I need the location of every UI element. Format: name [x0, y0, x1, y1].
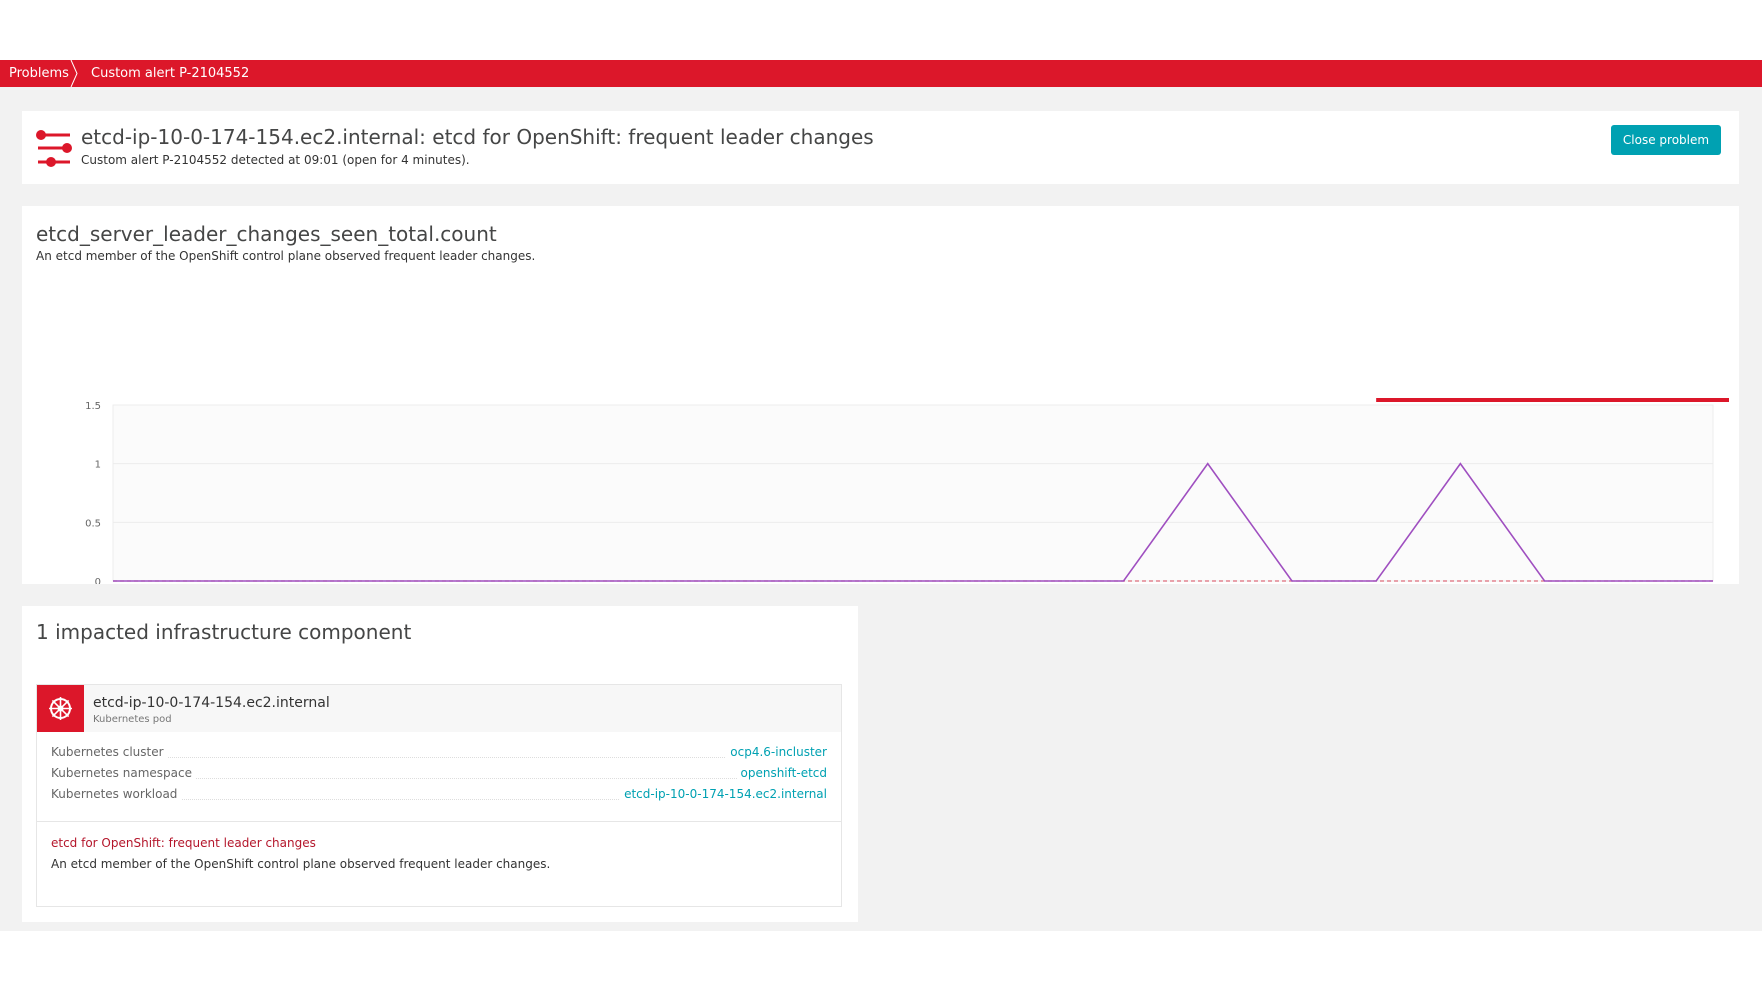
y-tick-label: 0.5 [85, 518, 101, 529]
property-value-link[interactable]: ocp4.6-incluster [726, 745, 827, 759]
close-problem-button[interactable]: Close problem [1611, 125, 1721, 155]
impacted-components-title: 1 impacted infrastructure component [36, 620, 412, 644]
property-value-link[interactable]: openshift-etcd [736, 766, 827, 780]
property-leader-dots [51, 799, 827, 800]
breadcrumb-chevron-icon [70, 60, 78, 87]
event-title-link[interactable]: etcd for OpenShift: frequent leader chan… [51, 836, 316, 850]
property-leader-dots [51, 778, 827, 779]
chart-title: etcd_server_leader_changes_seen_total.co… [36, 222, 497, 246]
main-workspace: etcd-ip-10-0-174-154.ec2.internal: etcd … [0, 87, 1762, 931]
property-row-workload: Kubernetes workload etcd-ip-10-0-174-154… [51, 785, 827, 806]
entity-type: Kubernetes pod [93, 714, 172, 725]
chart-plot-area [112, 404, 1714, 582]
breadcrumb-current-alert[interactable]: Custom alert P-2104552 [91, 66, 250, 81]
series-line[interactable] [113, 462, 1713, 582]
y-tick-label: 1.5 [85, 401, 101, 412]
breadcrumb-problems-link[interactable]: Problems [9, 66, 69, 81]
property-label: Kubernetes workload [51, 787, 182, 801]
property-row-cluster: Kubernetes cluster ocp4.6-incluster [51, 743, 827, 764]
entity-card: etcd-ip-10-0-174-154.ec2.internal Kubern… [36, 684, 842, 907]
problem-title: etcd-ip-10-0-174-154.ec2.internal: etcd … [81, 125, 874, 149]
problem-subtitle: Custom alert P-2104552 detected at 09:01… [81, 153, 470, 167]
chart-description: An etcd member of the OpenShift control … [36, 249, 536, 263]
y-tick-label: 1 [95, 460, 101, 471]
entity-header[interactable]: etcd-ip-10-0-174-154.ec2.internal Kubern… [37, 685, 841, 732]
property-leader-dots [51, 757, 827, 758]
problem-header-panel: etcd-ip-10-0-174-154.ec2.internal: etcd … [22, 111, 1739, 184]
metric-line-chart[interactable]: 00.511.508:4608:4708:4808:4908:5008:5108… [22, 206, 1739, 584]
property-value-link[interactable]: etcd-ip-10-0-174-154.ec2.internal [620, 787, 827, 801]
property-row-namespace: Kubernetes namespace openshift-etcd [51, 764, 827, 785]
custom-alert-sliders-icon [36, 130, 72, 167]
breadcrumb: Problems Custom alert P-2104552 [0, 60, 1762, 87]
entity-name[interactable]: etcd-ip-10-0-174-154.ec2.internal [93, 695, 330, 711]
y-tick-label: 0 [95, 577, 101, 584]
top-blank-strip [0, 0, 1762, 60]
kubernetes-helm-icon [37, 685, 84, 732]
divider [37, 821, 841, 822]
metric-chart-panel: etcd_server_leader_changes_seen_total.co… [22, 206, 1739, 584]
impacted-components-panel: 1 impacted infrastructure component [22, 606, 858, 922]
property-label: Kubernetes cluster [51, 745, 168, 759]
event-description: An etcd member of the OpenShift control … [51, 857, 551, 871]
property-label: Kubernetes namespace [51, 766, 196, 780]
